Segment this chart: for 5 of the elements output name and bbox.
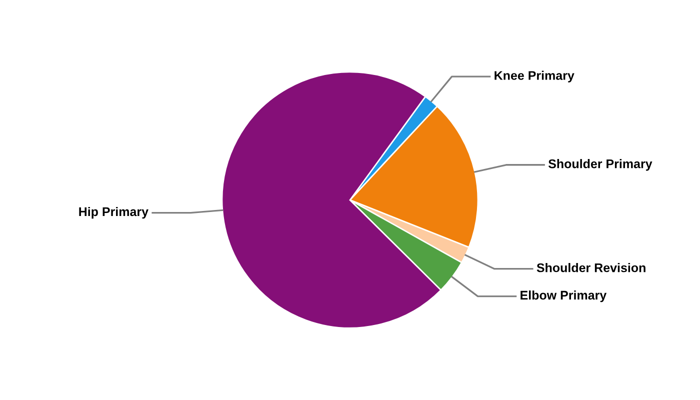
slice-label: Shoulder Revision (536, 263, 646, 272)
slice-label: Shoulder Primary (548, 159, 652, 171)
slice-label: Hip Primary (79, 206, 148, 219)
slice-label: Knee Primary (494, 70, 574, 82)
slice-label: Elbow Primary (520, 290, 607, 302)
